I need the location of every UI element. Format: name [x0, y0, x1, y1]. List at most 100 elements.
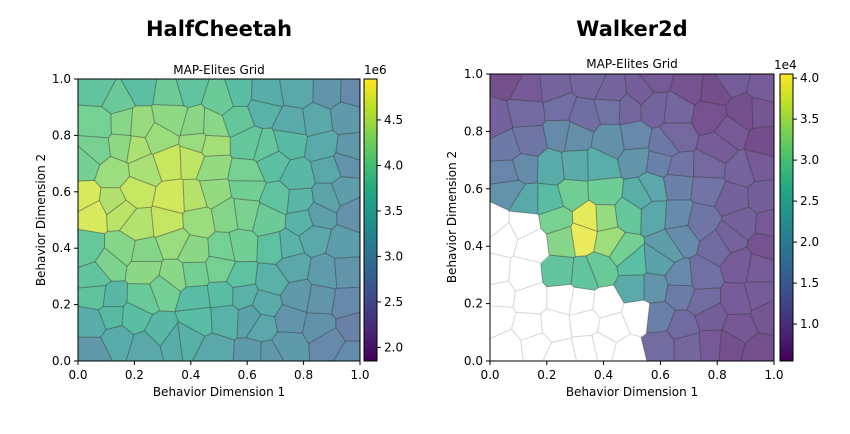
colorbar-ramp-halfcheetah — [363, 78, 378, 362]
archive-cell — [130, 105, 156, 139]
archive-cell — [616, 243, 647, 277]
archive-cell — [662, 173, 694, 201]
y-tick-label: 0.6 — [464, 182, 483, 196]
archive-cell — [152, 143, 182, 182]
archive-cell — [182, 261, 210, 288]
colorbar-halfcheetah: 2.0 2.5 3.0 3.5 4.0 4.5 1e6 — [363, 63, 403, 362]
archive-cell — [206, 281, 234, 309]
archive-cell — [309, 155, 342, 184]
x-tick-label: 0.8 — [294, 368, 313, 382]
archive-cell — [334, 256, 361, 289]
colorbar-tick-label: 2.0 — [800, 235, 819, 249]
archive-cell — [201, 134, 231, 157]
empty-archive-cell — [489, 252, 512, 286]
archive-cell — [695, 131, 740, 164]
archive-cell — [640, 330, 675, 362]
colorbar-tick-label: 2.5 — [384, 295, 403, 309]
colorbar-tick-label: 4.0 — [384, 158, 403, 172]
y-tick-label: 0.8 — [464, 124, 483, 138]
plot-frame-halfcheetah — [77, 78, 361, 362]
colorbar-ramp-walker2d — [779, 73, 794, 362]
suptitle-walker2d: Walker2d — [576, 17, 687, 41]
archive-cell — [77, 284, 107, 311]
x-tick-label: 0.0 — [480, 368, 499, 382]
suptitle-halfcheetah: HalfCheetah — [146, 17, 292, 41]
archive-cell — [506, 98, 546, 128]
archive-cell — [174, 306, 213, 337]
subplot-halfcheetah: HalfCheetah MAP-Elites Grid 0.0 0.2 0.4 0.6… — [34, 17, 403, 399]
archive-cell — [228, 228, 259, 263]
y-tick-label: 0.4 — [52, 241, 71, 255]
plot-frame-walker2d — [489, 73, 775, 362]
x-tick-label: 0.4 — [594, 368, 613, 382]
x-tick-label: 0.0 — [68, 368, 87, 382]
colorbar-tick-label: 2.0 — [384, 340, 403, 354]
archive-cell — [536, 147, 565, 186]
y-tick-label: 1.0 — [52, 72, 71, 86]
archive-cell — [561, 149, 589, 182]
cells-walker2d — [489, 73, 775, 362]
archive-cell — [118, 206, 155, 241]
x-tick-label: 0.6 — [238, 368, 257, 382]
colorbar-tick-label: 3.0 — [384, 249, 403, 263]
empty-archive-cell — [592, 284, 625, 319]
archive-cell — [340, 78, 361, 108]
colorbar-ticks-walker2d: 1.0 1.5 2.0 2.5 3.0 3.5 4.0 — [793, 71, 819, 331]
subplot-walker2d: Walker2d MAP-Elites Grid 0.0 0.2 0.4 0.6 0.8… — [445, 17, 819, 399]
archive-cell — [303, 129, 339, 163]
archive-cell — [640, 91, 668, 129]
archive-cell — [714, 180, 750, 217]
colorbar-multiplier-walker2d: 1e4 — [774, 58, 797, 72]
archive-cell — [124, 260, 163, 285]
archive-cell — [643, 272, 669, 304]
y-tick-label: 0.0 — [464, 354, 483, 368]
y-tick-label: 0.0 — [52, 354, 71, 368]
archive-cell — [593, 98, 621, 125]
plot-title-walker2d: MAP-Elites Grid — [586, 57, 677, 71]
y-tick-label: 1.0 — [464, 67, 483, 81]
archive-cell — [608, 231, 645, 268]
archive-cell — [713, 114, 750, 151]
archive-cell — [329, 101, 361, 136]
x-axis-label-halfcheetah: Behavior Dimension 1 — [153, 385, 285, 399]
archive-cell — [182, 178, 208, 212]
archive-cell — [587, 176, 625, 206]
colorbar-tick-label: 2.5 — [800, 194, 819, 208]
archive-cell — [151, 104, 189, 137]
x-tick-label: 0.2 — [537, 368, 556, 382]
cells-halfcheetah — [77, 78, 361, 362]
x-ticks-halfcheetah: 0.0 0.2 0.4 0.6 0.8 1.0 — [68, 361, 370, 382]
archive-cell — [306, 252, 338, 290]
archive-cell — [258, 180, 290, 216]
y-ticks-walker2d: 0.0 0.2 0.4 0.6 0.8 1.0 — [464, 67, 490, 368]
colorbar-ticks-halfcheetah: 2.0 2.5 3.0 3.5 4.0 4.5 — [377, 113, 403, 354]
archive-cell — [687, 201, 723, 242]
y-tick-label: 0.4 — [464, 239, 483, 253]
y-axis-label-halfcheetah: Behavior Dimension 2 — [34, 154, 48, 286]
y-tick-label: 0.2 — [52, 298, 71, 312]
plot-title-halfcheetah: MAP-Elites Grid — [173, 63, 264, 77]
x-axis-label-walker2d: Behavior Dimension 1 — [566, 385, 698, 399]
archive-cell — [279, 78, 314, 109]
empty-archive-cell — [568, 286, 596, 316]
archive-cell — [540, 254, 575, 288]
archive-cell — [666, 309, 701, 340]
colorbar-tick-label: 3.0 — [800, 153, 819, 167]
x-tick-label: 0.8 — [708, 368, 727, 382]
archive-cell — [720, 281, 753, 316]
colorbar-tick-label: 1.0 — [800, 317, 819, 331]
x-tick-label: 1.0 — [350, 368, 369, 382]
x-tick-label: 0.6 — [651, 368, 670, 382]
x-tick-label: 0.2 — [125, 368, 144, 382]
archive-cell — [546, 225, 576, 258]
archive-cell — [306, 283, 337, 315]
colorbar-tick-label: 1.5 — [800, 276, 819, 290]
archive-cell — [570, 222, 598, 257]
x-ticks-walker2d: 0.0 0.2 0.4 0.6 0.8 1.0 — [480, 361, 784, 382]
colorbar-multiplier-halfcheetah: 1e6 — [364, 63, 387, 77]
y-tick-label: 0.2 — [464, 297, 483, 311]
colorbar-tick-label: 4.5 — [384, 113, 403, 127]
archive-cell — [698, 329, 723, 362]
colorbar-tick-label: 3.5 — [384, 204, 403, 218]
